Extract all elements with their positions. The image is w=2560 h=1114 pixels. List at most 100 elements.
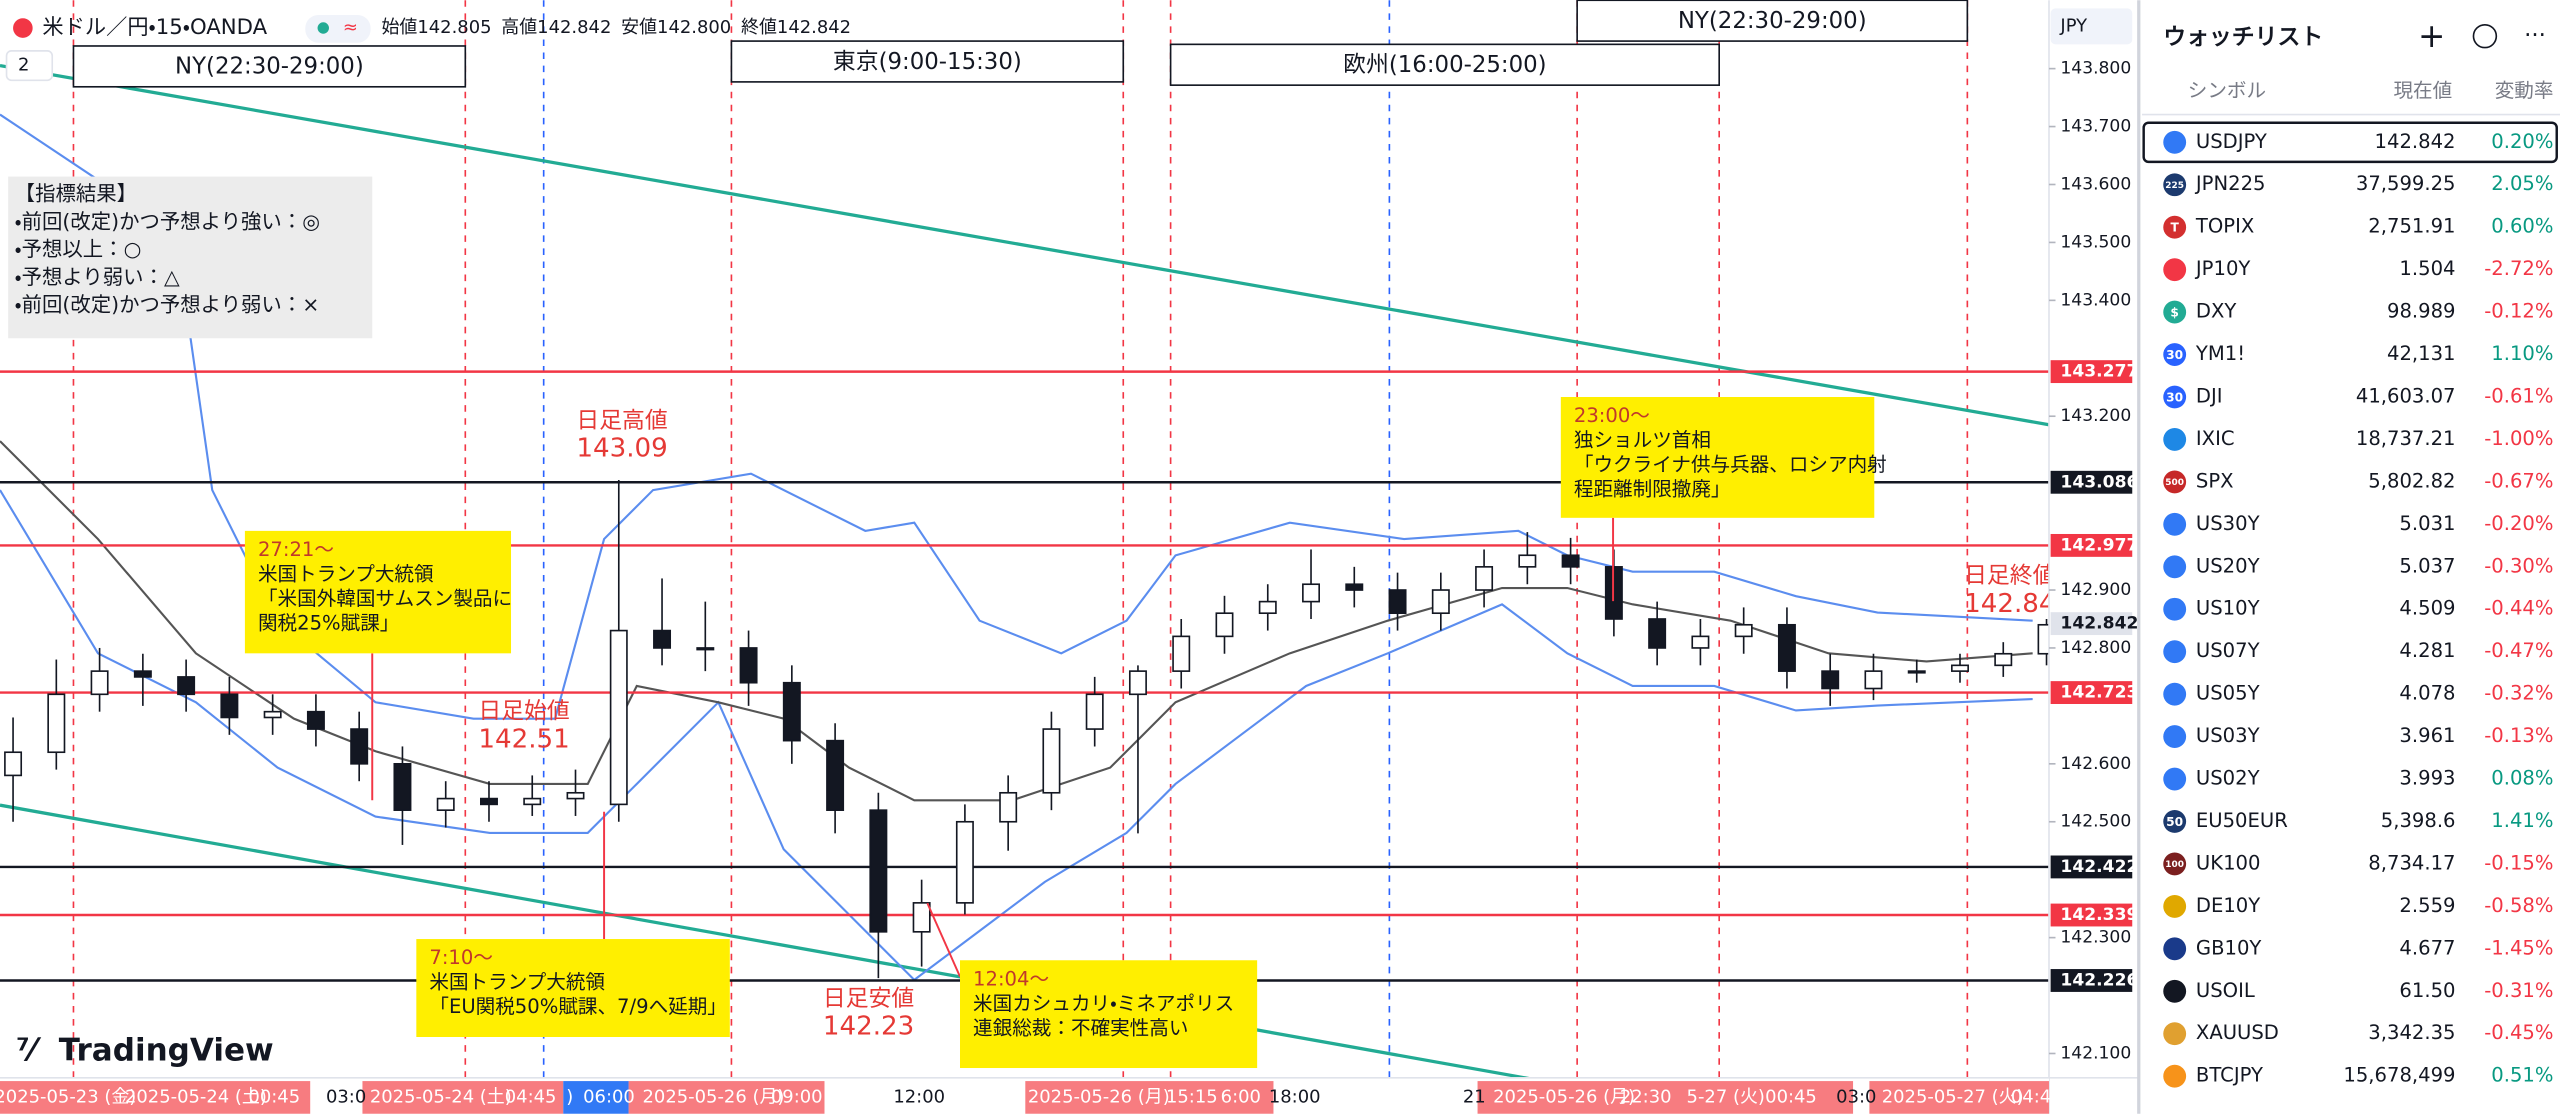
change: 2.05% [2491,172,2553,195]
price: 4.677 [2399,936,2455,959]
change: 0.20% [2491,130,2553,153]
symbol[interactable]: GB10Y [2196,936,2262,959]
symbol[interactable]: SPX [2196,469,2234,492]
change: -0.67% [2484,469,2553,492]
column-header[interactable]: 現在値 [2393,79,2452,102]
symbol[interactable]: DE10Y [2196,894,2260,917]
change: -0.47% [2484,639,2553,662]
currency-button[interactable] [2050,8,2133,45]
status-pills [305,14,371,43]
symbol[interactable]: US20Y [2196,554,2260,577]
legend-line: ・前回(改定)かつ予想より弱い：× [15,293,320,317]
symbol[interactable]: JPN225 [2194,172,2266,195]
price-tick-label: 143.600 [2060,174,2131,194]
selected-row[interactable] [2142,121,2558,164]
legend-line: ・予想以上：○ [15,237,142,261]
symbol[interactable]: JP10Y [2194,257,2250,280]
status-dot [317,22,329,34]
price: 41,603.07 [2356,384,2456,407]
symbol[interactable]: BTCJPY [2196,1064,2263,1087]
ohlc-label: 始値 [381,17,417,38]
collapse-button[interactable] [5,50,54,82]
symbol[interactable]: US03Y [2196,724,2260,747]
candle-body [1475,566,1494,591]
price-tick-label: 143.700 [2060,117,2131,137]
candle-body [523,797,542,806]
note-line: 程距離制限撤廃」 [1574,478,1731,501]
time-label: 09:00 [771,1086,823,1107]
price: 5,802.82 [2368,469,2455,492]
more-button[interactable]: ··· [2524,23,2546,49]
symbol-icon [2163,682,2187,706]
price: 3.961 [2399,724,2455,747]
column-header[interactable]: 変動率 [2495,79,2554,102]
trend-line [0,63,2050,427]
change: 1.41% [2491,809,2553,832]
level-badge [2050,903,2133,927]
time-axis: 2025-05-23 (金)2025-05-24 (土)00:45 03:0 202… [0,1086,2051,1107]
candle-body [739,647,758,684]
alerts-button[interactable] [2472,23,2498,49]
candle-body [1302,583,1320,603]
price-tick-label: 142.600 [2060,754,2131,774]
symbol-icon [2163,767,2187,791]
symbol-icon [2163,470,2187,494]
price: 5.037 [2399,554,2455,577]
note-line: 米国カシュカリ・ミネアポリス [973,992,1234,1015]
ohlc-value: 142.805 [417,17,491,38]
symbol-icon [13,18,33,38]
change: 0.60% [2491,215,2553,238]
symbol[interactable]: DJI [2196,384,2223,407]
change: -0.31% [2484,979,2553,1002]
symbol[interactable]: USOIL [2196,979,2255,1002]
price: 4.509 [2399,597,2455,620]
symbol[interactable]: EU50EUR [2196,809,2288,832]
level-label: 143.277 [2060,362,2138,382]
candle-body [1864,670,1883,690]
legend-box [8,176,373,339]
symbol[interactable]: XAUUSD [2196,1021,2279,1044]
daily-mark-label: 日足始値 [478,699,569,725]
symbol[interactable]: US10Y [2196,597,2260,620]
note-line: 米国トランプ大統領 [258,562,434,585]
symbol[interactable]: DXY [2196,300,2236,323]
ohlc-label: 安値 [621,17,657,38]
symbol[interactable]: US30Y [2196,512,2260,535]
symbol[interactable]: IXIC [2196,427,2235,450]
time-label: 21 [1463,1086,1486,1107]
symbol-icon [2163,300,2187,324]
watchlist-title[interactable]: ウォッチリスト [2163,24,2323,50]
symbol[interactable]: US02Y [2196,767,2260,790]
symbol[interactable]: USDJPY [2196,130,2267,153]
add-symbol[interactable]: + [2418,17,2445,55]
session-label: 欧州(16:00-25:00) [1343,52,1546,78]
time-label: 00:45 [1765,1086,1817,1107]
symbol[interactable]: US07Y [2196,639,2260,662]
symbol-icon [2163,979,2187,1003]
level-badge [2050,470,2133,494]
change: -0.58% [2484,894,2553,917]
candle-body [1994,652,2013,667]
symbol[interactable]: TOPIX [2195,215,2254,238]
symbol-icon-text: T [2171,221,2180,235]
level-label: 142.226 [2060,970,2138,990]
change: -0.44% [2484,597,2553,620]
symbol-icon [2163,385,2187,409]
column-header[interactable]: シンボル [2188,79,2266,102]
interval-badge: 2 [18,55,29,76]
day-lines [542,0,1391,1078]
symbol[interactable]: US05Y [2196,682,2260,705]
symbol-icon [2163,597,2187,621]
symbol[interactable]: UK100 [2196,851,2261,874]
session-box [1576,0,1969,42]
symbol[interactable]: YM1! [2195,342,2245,365]
brand: TradingView [59,1033,274,1069]
candle-body [263,710,282,719]
note-line: 連銀総裁：不確実性高い [973,1016,1188,1039]
level-badge [2050,360,2133,384]
time-label: 06:00 [583,1086,635,1107]
change: 1.10% [2491,342,2553,365]
ohlc-value: 142.842 [537,17,611,38]
session-box [1169,43,1720,86]
